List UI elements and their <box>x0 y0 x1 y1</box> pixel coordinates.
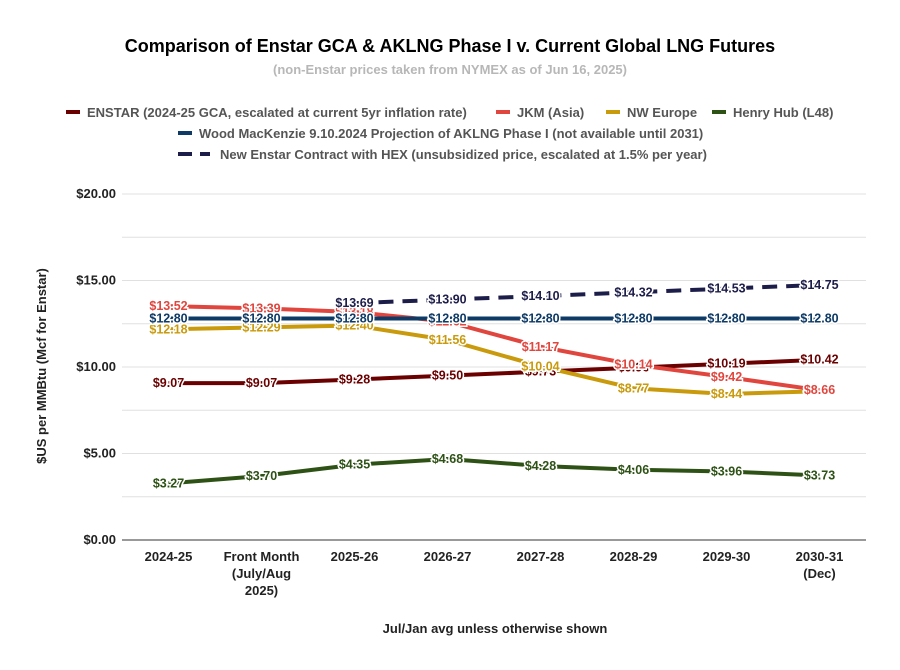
y-axis: $0.00 $5.00 $10.00 $15.00 $20.00 <box>76 186 116 547</box>
y-tick-label: $15.00 <box>76 273 116 288</box>
data-label: $14.32 <box>614 285 652 299</box>
data-label: $14.10 <box>521 289 559 303</box>
data-label: $12.29 <box>242 320 280 334</box>
data-label: $3.70 <box>246 469 277 483</box>
series-line <box>168 323 820 396</box>
data-labels: $9.07 $9.07 $9.28 $9.50 $9.73 $9.96 $10.19 $10.… <box>148 276 840 492</box>
x-tick-label: 2030-31 (Dec) <box>796 549 844 581</box>
legend-item: Wood MacKenzie 9.10.2024 Projection of A… <box>178 126 703 141</box>
data-label: $8.60 <box>804 384 835 398</box>
y-axis-title: $US per MMBtu (Mcf for Enstar) <box>34 268 49 464</box>
data-label: $11.56 <box>429 333 467 347</box>
x-axis-title: Jul/Jan avg unless otherwise shown <box>383 621 608 636</box>
x-tick-line: 2029-30 <box>703 549 751 564</box>
data-label: $10.42 <box>800 353 838 367</box>
data-label: $12.80 <box>428 312 466 326</box>
series-lines <box>168 282 820 486</box>
data-label: $9.96 <box>618 361 649 375</box>
legend-label: New Enstar Contract with HEX (unsubsidiz… <box>220 147 707 162</box>
x-tick-label: 2024-25 <box>145 549 193 564</box>
data-label: $12.80 <box>521 312 559 326</box>
data-label: $12.40 <box>335 318 373 332</box>
x-tick-line: Front Month <box>224 549 300 564</box>
series-line <box>168 457 820 486</box>
data-label: $12.80 <box>707 312 745 326</box>
x-tick-line: 2026-27 <box>424 549 472 564</box>
data-label: $3.96 <box>711 464 742 478</box>
data-label: $4.28 <box>525 459 556 473</box>
y-tick-label: $20.00 <box>76 186 116 201</box>
data-label: $3.73 <box>804 468 835 482</box>
data-label: $8.44 <box>711 387 742 401</box>
data-label: $4.35 <box>339 458 370 472</box>
x-tick-line: 2030-31 <box>796 549 844 564</box>
data-label: $9.73 <box>525 365 556 379</box>
data-label: $13.69 <box>335 296 373 310</box>
x-tick-line: 2027-28 <box>517 549 565 564</box>
x-tick-line: 2025) <box>245 583 278 598</box>
legend-label: ENSTAR (2024-25 GCA, escalated at curren… <box>87 105 467 120</box>
x-tick-label: 2026-27 <box>424 549 472 564</box>
data-label: $13.39 <box>242 301 280 315</box>
data-label: $4.68 <box>432 452 463 466</box>
data-label: $12.80 <box>149 312 187 326</box>
legend-item: JKM (Asia) <box>496 105 584 120</box>
data-label: $9.42 <box>711 370 742 384</box>
legend-label: JKM (Asia) <box>517 105 584 120</box>
data-label: $14.53 <box>707 282 745 296</box>
x-tick-label: 2029-30 <box>703 549 751 564</box>
legend-label: Wood MacKenzie 9.10.2024 Projection of A… <box>199 126 703 141</box>
x-tick-line: 2025-26 <box>331 549 379 564</box>
data-label: $9.07 <box>153 376 184 390</box>
y-tick-label: $0.00 <box>83 532 116 547</box>
x-axis: 2024-25 Front Month (July/Aug 2025) 2025-26 2… <box>122 539 866 598</box>
x-tick-line: (Dec) <box>803 566 836 581</box>
legend-item: ENSTAR (2024-25 GCA, escalated at curren… <box>66 105 467 120</box>
data-label: $12.80 <box>242 312 280 326</box>
data-label: $4.06 <box>618 463 649 477</box>
data-label: $9.28 <box>339 372 370 386</box>
gridlines <box>122 193 866 498</box>
series-line <box>168 357 820 386</box>
chart-title: Comparison of Enstar GCA & AKLNG Phase I… <box>125 36 775 56</box>
data-label: $8.77 <box>618 381 649 395</box>
data-label: $3.27 <box>153 476 184 490</box>
x-tick-line: 2024-25 <box>145 549 193 564</box>
data-label: $9.07 <box>246 376 277 390</box>
data-label: $14.75 <box>800 278 838 292</box>
data-label: $13.52 <box>149 299 187 313</box>
data-label: $13.90 <box>428 293 466 307</box>
x-tick-line: 2028-29 <box>610 549 658 564</box>
data-label: $8.66 <box>804 383 835 397</box>
legend-label: Henry Hub (L48) <box>733 105 833 120</box>
legend-item: New Enstar Contract with HEX (unsubsidiz… <box>178 147 707 162</box>
legend-label: NW Europe <box>627 105 697 120</box>
legend-item: NW Europe <box>606 105 697 120</box>
data-label: $11.17 <box>522 340 560 354</box>
x-tick-label: 2028-29 <box>610 549 658 564</box>
data-label: $10.04 <box>521 359 559 373</box>
x-tick-label: 2027-28 <box>517 549 565 564</box>
data-label: $12.80 <box>800 312 838 326</box>
y-tick-label: $5.00 <box>83 446 116 461</box>
data-label: $12.80 <box>614 312 652 326</box>
data-label: $12.18 <box>149 322 187 336</box>
series-line <box>354 282 820 306</box>
chart-subtitle: (non-Enstar prices taken from NYMEX as o… <box>273 62 627 77</box>
legend-item: Henry Hub (L48) <box>712 105 833 120</box>
data-label: $13.18 <box>335 305 373 319</box>
data-label: $10.19 <box>707 357 745 371</box>
series-line <box>168 304 820 393</box>
data-label: $12.62 <box>428 315 466 329</box>
y-tick-label: $10.00 <box>76 359 116 374</box>
x-tick-label: 2025-26 <box>331 549 379 564</box>
x-tick-line: (July/Aug <box>232 566 291 581</box>
legend: ENSTAR (2024-25 GCA, escalated at curren… <box>66 105 833 162</box>
x-tick-label: Front Month (July/Aug 2025) <box>224 549 300 598</box>
data-label: $10.14 <box>614 358 652 372</box>
data-label: $12.80 <box>335 312 373 326</box>
data-label: $9.50 <box>432 369 463 383</box>
